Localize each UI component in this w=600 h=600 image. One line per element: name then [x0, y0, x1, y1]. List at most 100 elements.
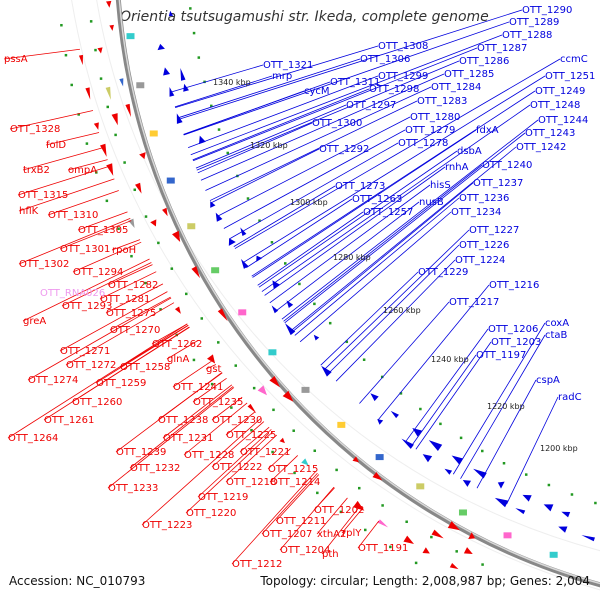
gene-label[interactable]: OTT_1260: [72, 397, 122, 408]
gene-label[interactable]: OTT_1261: [44, 415, 94, 426]
gene-label[interactable]: OTT_1285: [444, 69, 494, 80]
gene-label[interactable]: OTT_1315: [18, 190, 68, 201]
gene-label[interactable]: OTT_RNA026: [40, 288, 105, 299]
gene-label[interactable]: OTT_1290: [522, 5, 572, 16]
gene-label[interactable]: OTT_1237: [473, 178, 523, 189]
gene-label[interactable]: OTT_1271: [60, 346, 110, 357]
gene-label[interactable]: gst: [206, 364, 222, 375]
gene-label[interactable]: radC: [558, 392, 582, 403]
gene-label[interactable]: OTT_1258: [120, 362, 170, 373]
gene-label[interactable]: OTT_1211: [276, 516, 326, 527]
gene-label[interactable]: cspA: [536, 375, 560, 386]
gene-label[interactable]: OTT_1288: [502, 30, 552, 41]
gene-label[interactable]: OTT_1294: [73, 267, 123, 278]
gene-label[interactable]: OTT_1217: [449, 297, 499, 308]
gene-label[interactable]: OTT_1306: [360, 54, 410, 65]
gene-label[interactable]: OTT_1242: [516, 142, 566, 153]
gene-label[interactable]: glnA: [167, 354, 189, 365]
gene-label[interactable]: OTT_1299: [378, 71, 428, 82]
gene-label[interactable]: OTT_1222: [212, 462, 262, 473]
gene-label[interactable]: OTT_1206: [488, 324, 538, 335]
gene-label[interactable]: OTT_1302: [19, 259, 69, 270]
gene-label[interactable]: OTT_1298: [369, 84, 419, 95]
gene-label[interactable]: OTT_1233: [108, 483, 158, 494]
gene-label[interactable]: OTT_1274: [28, 375, 78, 386]
gene-label[interactable]: OTT_1224: [455, 255, 505, 266]
gene-label[interactable]: OTT_1275: [106, 308, 156, 319]
gene-label[interactable]: OTT_1218: [226, 477, 276, 488]
gene-label[interactable]: nusB: [419, 197, 444, 208]
gene-label[interactable]: OTT_1293: [62, 301, 112, 312]
gene-label[interactable]: OTT_1220: [186, 508, 236, 519]
gene-label[interactable]: OTT_1279: [405, 125, 455, 136]
gene-label[interactable]: OTT_1191: [358, 543, 408, 554]
gene-label[interactable]: OTT_1282: [108, 280, 158, 291]
gene-label[interactable]: ccmC: [560, 54, 588, 65]
gene-label[interactable]: OTT_1239: [116, 447, 166, 458]
gene-label[interactable]: OTT_1305: [78, 225, 128, 236]
gene-label[interactable]: OTT_1229: [418, 267, 468, 278]
gene-label[interactable]: OTT_1236: [459, 193, 509, 204]
gene-label[interactable]: OTT_1273: [335, 181, 385, 192]
gene-label[interactable]: OTT_1308: [378, 41, 428, 52]
gene-label[interactable]: OTT_1216: [489, 280, 539, 291]
gene-label[interactable]: OTT_1283: [417, 96, 467, 107]
gene-label[interactable]: OTT_1289: [509, 17, 559, 28]
gene-label[interactable]: xthA2: [317, 529, 346, 540]
gene-label[interactable]: coxA: [545, 318, 569, 329]
gene-label[interactable]: OTT_1259: [96, 378, 146, 389]
gene-label[interactable]: ompA: [68, 165, 97, 176]
gene-label[interactable]: OTT_1264: [8, 433, 58, 444]
gene-label[interactable]: OTT_1248: [530, 100, 580, 111]
gene-label[interactable]: OTT_1300: [312, 118, 362, 129]
gene-label[interactable]: OTT_1240: [482, 160, 532, 171]
gene-label[interactable]: rpoH: [112, 245, 136, 256]
gene-label[interactable]: OTT_1310: [48, 210, 98, 221]
gene-label[interactable]: OTT_1297: [346, 100, 396, 111]
gene-label[interactable]: OTT_1243: [525, 128, 575, 139]
gene-label[interactable]: OTT_1284: [431, 82, 481, 93]
gene-label[interactable]: OTT_1301: [60, 244, 110, 255]
gene-label[interactable]: OTT_1270: [110, 325, 160, 336]
gene-label[interactable]: trxB2: [23, 165, 50, 176]
gene-label[interactable]: cycM: [304, 86, 330, 97]
gene-label[interactable]: OTT_1228: [184, 450, 234, 461]
gene-label[interactable]: mrp: [272, 71, 292, 82]
gene-label[interactable]: OTT_1257: [363, 207, 413, 218]
gene-label[interactable]: OTT_1241: [173, 382, 223, 393]
gene-label[interactable]: OTT_1212: [232, 559, 282, 570]
gene-label[interactable]: OTT_1251: [545, 71, 595, 82]
gene-label[interactable]: OTT_1244: [538, 115, 588, 126]
gene-label[interactable]: OTT_1202: [314, 505, 364, 516]
gene-label[interactable]: ctaB: [545, 330, 568, 341]
gene-label[interactable]: pth: [322, 549, 339, 560]
gene-label[interactable]: OTT_1204: [280, 545, 330, 556]
gene-label[interactable]: OTT_1197: [476, 350, 526, 361]
gene-label[interactable]: rplY: [342, 528, 362, 539]
gene-label[interactable]: OTT_1249: [535, 86, 585, 97]
gene-label[interactable]: OTT_1232: [130, 463, 180, 474]
gene-label[interactable]: OTT_1225: [226, 430, 276, 441]
gene-label[interactable]: greA: [23, 316, 46, 327]
gene-label[interactable]: OTT_1272: [66, 360, 116, 371]
gene-label[interactable]: OTT_1262: [152, 339, 202, 350]
gene-label[interactable]: OTT_1238: [158, 415, 208, 426]
gene-label[interactable]: OTT_1321: [263, 60, 313, 71]
gene-label[interactable]: dsbA: [457, 146, 482, 157]
gene-label[interactable]: OTT_1278: [398, 138, 448, 149]
gene-label[interactable]: OTT_1219: [198, 492, 248, 503]
gene-label[interactable]: OTT_1207: [262, 529, 312, 540]
gene-label[interactable]: OTT_1223: [142, 520, 192, 531]
gene-label[interactable]: OTT_1286: [459, 56, 509, 67]
gene-label[interactable]: OTT_1230: [212, 415, 262, 426]
gene-label[interactable]: OTT_1328: [10, 124, 60, 135]
gene-label[interactable]: OTT_1292: [319, 144, 369, 155]
gene-label[interactable]: OTT_1215: [268, 464, 318, 475]
gene-label[interactable]: rnhA: [445, 162, 469, 173]
gene-label[interactable]: OTT_1226: [459, 240, 509, 251]
gene-label[interactable]: OTT_1214: [270, 477, 320, 488]
gene-label[interactable]: OTT_1281: [100, 294, 150, 305]
gene-label[interactable]: OTT_1227: [469, 225, 519, 236]
gene-label[interactable]: OTT_1221: [240, 447, 290, 458]
